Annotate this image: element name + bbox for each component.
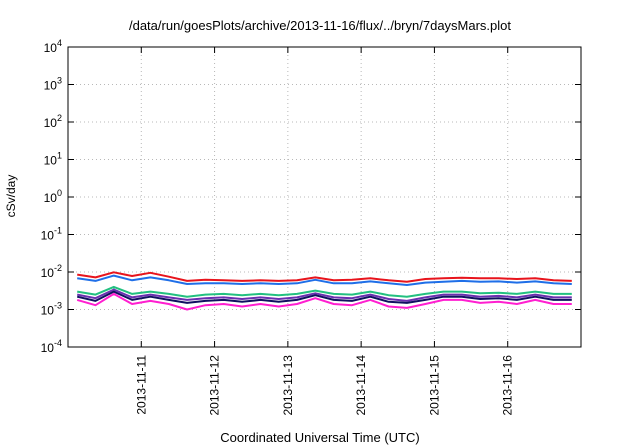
- series-line: [77, 274, 572, 286]
- series-line: [77, 271, 572, 283]
- plot-border: [67, 46, 582, 348]
- y-tick-label: 10-1: [41, 226, 62, 243]
- x-tick-label: 2013-11-15: [427, 355, 441, 416]
- y-tick-label: 10-4: [41, 338, 62, 355]
- y-tick-label: 100: [44, 188, 62, 205]
- y-tick-label: 101: [44, 151, 62, 168]
- y-axis-label: cSv/day: [4, 174, 18, 218]
- x-tick-label: 2013-11-14: [354, 355, 368, 416]
- x-axis-label: Coordinated Universal Time (UTC): [220, 430, 420, 445]
- y-tick-label: 103: [44, 76, 62, 93]
- x-tick-label: 2013-11-16: [501, 355, 515, 416]
- y-tick-label: 10-2: [41, 263, 62, 280]
- y-tick-label: 104: [44, 38, 62, 55]
- series-line: [77, 285, 572, 298]
- series-line: [76, 292, 572, 311]
- y-tick-label: 10-3: [41, 301, 62, 318]
- series-line: [76, 290, 572, 304]
- chart-title: /data/run/goesPlots/archive/2013-11-16/f…: [128, 18, 512, 33]
- x-tick-label: 2013-11-13: [281, 355, 295, 416]
- x-tick-label: 2013-11-12: [208, 355, 222, 416]
- x-tick-label: 2013-11-11: [134, 355, 148, 415]
- y-tick-label: 102: [44, 113, 62, 130]
- series-line: [77, 288, 572, 302]
